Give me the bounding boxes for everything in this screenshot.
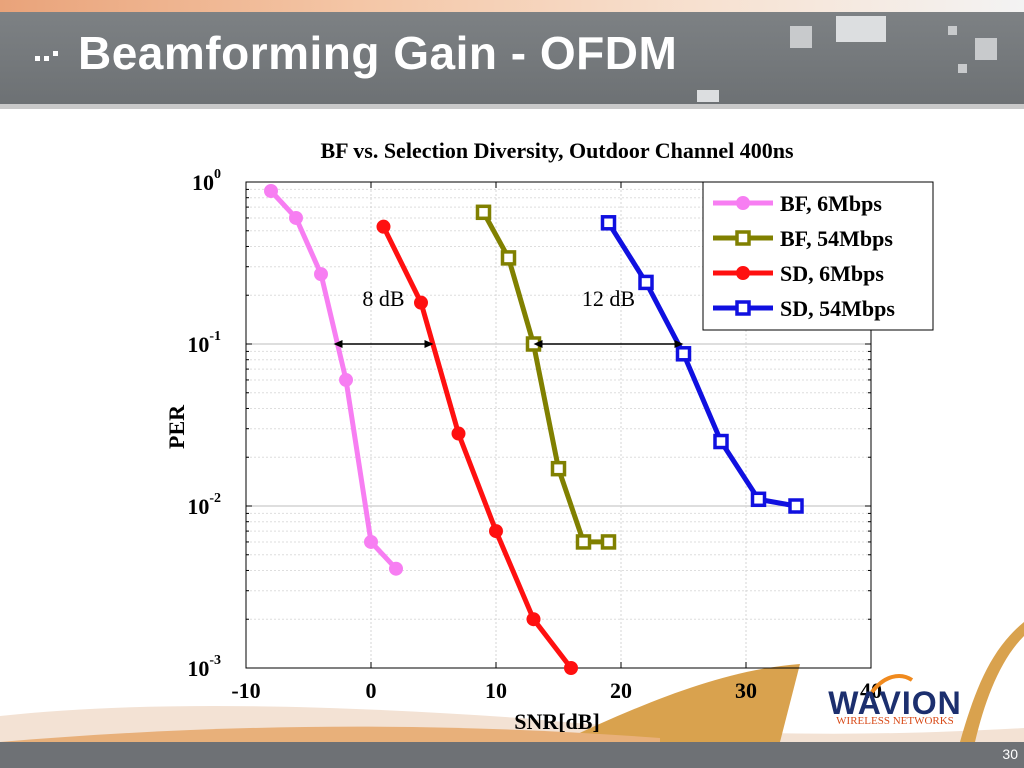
logo-swoosh-icon	[870, 674, 914, 694]
decor-square	[836, 16, 886, 42]
annotation-arrow: 12 dB	[533, 286, 684, 348]
wavion-logo: WAVION WIRELESS NETWORKS	[828, 674, 961, 727]
x-axis-label: SNR[dB]	[514, 709, 600, 734]
arrow-head-left-icon	[333, 340, 343, 348]
legend-marker	[735, 300, 751, 316]
data-point	[750, 491, 767, 508]
legend-item: SD, 6Mbps	[713, 261, 884, 286]
legend-item: BF, 54Mbps	[713, 226, 893, 251]
x-tick-label: -10	[231, 678, 260, 703]
data-point	[339, 372, 353, 387]
logo-subtext: WIRELESS NETWORKS	[836, 715, 954, 727]
data-point	[489, 524, 503, 539]
decor-square	[975, 38, 997, 60]
data-point	[713, 433, 729, 450]
title-bullet-icon	[35, 51, 58, 61]
data-point	[389, 561, 403, 576]
arrow-head-right-icon	[424, 340, 434, 348]
plot-frame	[245, 181, 872, 669]
legend-label: BF, 54Mbps	[780, 226, 893, 251]
series-line	[381, 225, 573, 670]
legend-marker	[736, 196, 750, 210]
arrow-head-right-icon	[674, 340, 684, 348]
slide-header: Beamforming Gain - OFDM	[0, 12, 1024, 109]
arrow-head-left-icon	[533, 340, 543, 348]
data-point	[314, 267, 328, 282]
legend-label: BF, 6Mbps	[780, 191, 882, 216]
data-point	[526, 612, 541, 627]
data-point	[600, 534, 617, 550]
legend-label: SD, 6Mbps	[780, 261, 884, 286]
y-tick-label: 100	[192, 167, 221, 195]
data-point	[451, 426, 466, 441]
x-tick-label: 20	[610, 678, 632, 703]
y-tick-exponent: -3	[209, 653, 221, 668]
series-bf-6mbps	[264, 183, 403, 576]
page-number: 30	[1002, 746, 1018, 762]
data-point	[289, 210, 303, 225]
decor-square	[697, 90, 719, 102]
decor-square	[790, 26, 812, 48]
decor-square	[948, 26, 957, 35]
x-tick-label: 0	[366, 678, 377, 703]
data-point	[376, 219, 391, 234]
legend-marker	[736, 266, 750, 280]
y-tick-base: 10	[187, 494, 209, 519]
y-tick-base: 10	[187, 656, 209, 681]
chart-series	[264, 183, 804, 675]
y-tick-exponent: -1	[209, 329, 221, 344]
top-accent-strip	[0, 0, 1024, 12]
series-sd-6mbps	[376, 219, 578, 675]
data-point	[675, 346, 692, 362]
legend-marker	[735, 230, 751, 246]
data-point	[500, 250, 517, 266]
data-point	[364, 534, 378, 549]
y-tick-exponent: -2	[209, 491, 221, 506]
data-point	[264, 183, 278, 198]
data-point	[638, 274, 654, 291]
y-tick-label: 10-2	[187, 491, 221, 519]
y-tick-label: 10-1	[187, 329, 221, 357]
legend-label: SD, 54Mbps	[780, 296, 895, 321]
data-point	[600, 215, 617, 231]
data-point	[575, 534, 592, 550]
y-tick-base: 10	[192, 170, 214, 195]
data-point	[414, 295, 428, 310]
y-tick-label: 10-3	[187, 653, 221, 681]
annotation-arrow: 8 dB	[333, 286, 434, 348]
chart-legend: BF, 6Mbps BF, 54Mbps SD, 6Mbps SD, 54Mbps	[702, 181, 934, 331]
y-tick-exponent: 0	[214, 167, 221, 182]
y-tick-base: 10	[187, 332, 209, 357]
series-sd-54mbps	[600, 215, 804, 514]
annotation-label: 12 dB	[582, 286, 635, 311]
legend-item: BF, 6Mbps	[713, 191, 882, 216]
series-bf-54mbps	[475, 204, 617, 550]
x-tick-label: 10	[485, 678, 507, 703]
chart-title: BF vs. Selection Diversity, Outdoor Chan…	[320, 138, 793, 163]
logo-text: WAVION	[828, 685, 961, 721]
legend-item: SD, 54Mbps	[713, 296, 895, 321]
data-point	[550, 460, 567, 477]
series-line	[269, 189, 398, 571]
background-swoosh	[0, 622, 1024, 742]
annotation-label: 8 dB	[362, 286, 404, 311]
data-point	[564, 661, 578, 675]
slide-footer	[0, 742, 1024, 768]
data-point	[788, 498, 804, 514]
chart-annotations: 8 dB 12 dB	[333, 286, 684, 348]
x-tick-label: 30	[735, 678, 757, 703]
slide-title: Beamforming Gain - OFDM	[78, 27, 678, 79]
decor-square	[958, 64, 967, 73]
y-axis-label: PER	[164, 404, 189, 449]
data-point	[475, 204, 492, 221]
